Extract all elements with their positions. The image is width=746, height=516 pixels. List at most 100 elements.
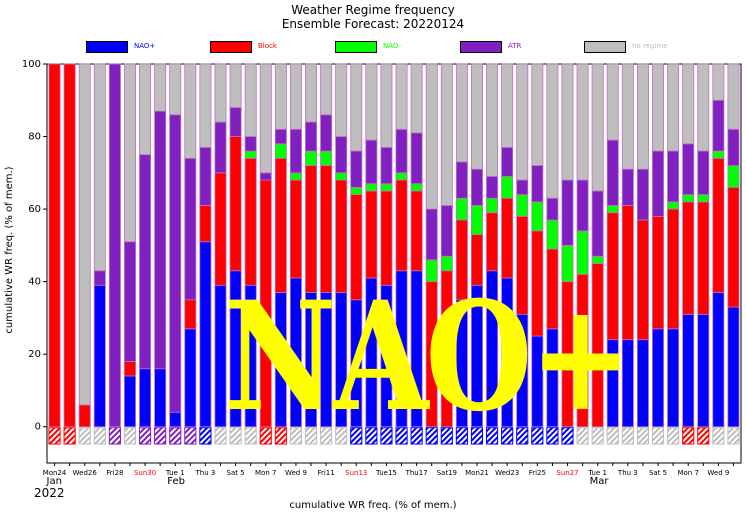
bar-segment-no-regime	[199, 63, 212, 148]
x-tick-label: Thu 3	[194, 469, 215, 477]
regime-indicator	[531, 427, 544, 445]
regime-indicator	[199, 427, 212, 445]
bar-segment-block	[727, 186, 740, 308]
overlay-regime-text: NAO+	[224, 269, 632, 445]
x-tick-label: Wed26	[73, 469, 98, 477]
bar-segment-block	[410, 190, 423, 272]
bar-segment-block	[395, 179, 408, 272]
month-label: Jan	[46, 476, 62, 487]
bar-segment-no-regime	[591, 63, 604, 192]
bar-segment-atr	[727, 128, 740, 166]
bar-segment-nao-	[139, 368, 152, 428]
bar-segment-nao-	[652, 328, 665, 428]
bar-segment-no-regime	[636, 63, 649, 170]
y-tick-label: 0	[35, 422, 41, 433]
bar-segment-no-regime	[470, 63, 483, 170]
bar-segment-no-regime	[682, 63, 695, 145]
bar-segment-no-regime	[365, 63, 378, 141]
bar-segment-atr	[486, 176, 499, 199]
bar-segment-block	[63, 63, 76, 428]
bar-segment-atr	[244, 136, 257, 152]
bar-segment-nao-	[365, 183, 378, 192]
regime-indicator	[501, 427, 514, 445]
bar-segment-atr	[139, 154, 152, 370]
regime-indicator	[48, 427, 61, 445]
regime-indicator	[320, 427, 333, 445]
bar-segment-atr	[305, 121, 318, 152]
x-tick-label: Wed23	[495, 469, 519, 477]
bar-segment-no-regime	[380, 63, 393, 148]
regime-indicator	[682, 427, 695, 445]
bar-segment-no-regime	[395, 63, 408, 130]
bar-segment-no-regime	[606, 63, 619, 141]
regime-indicator	[289, 427, 303, 445]
chart-subtitle: Ensemble Forecast: 20220124	[281, 17, 465, 31]
chart-title: Weather Regime frequency	[291, 3, 455, 17]
bar-segment-block	[184, 299, 197, 330]
bar-segment-nao-	[123, 375, 136, 428]
bar-segment-nao-	[244, 150, 257, 159]
regime-indicator	[485, 427, 499, 445]
bar-segment-atr	[667, 150, 680, 203]
bar-segment-no-regime	[244, 63, 257, 137]
x-tick-label: Thu17	[405, 469, 428, 477]
bar-segment-no-regime	[455, 63, 468, 163]
regime-indicator	[621, 427, 634, 445]
bar-segment-block	[123, 361, 136, 377]
regime-indicator	[123, 427, 137, 445]
x-tick-label: Sun13	[345, 469, 367, 477]
regime-indicator	[63, 427, 76, 445]
bar-segment-atr	[531, 165, 544, 203]
bar-segment-block	[667, 208, 680, 330]
bar-segment-atr	[606, 139, 619, 206]
plot-frame	[46, 63, 742, 464]
x-axis-label: cumulative WR freq. (% of mem.)	[289, 500, 457, 511]
bar-segment-nao-	[93, 284, 106, 428]
regime-indicator	[304, 427, 318, 445]
y-tick-label: 60	[28, 204, 41, 215]
bar-segment-no-regime	[486, 63, 499, 177]
bar-segment-no-regime	[410, 63, 423, 134]
bar-segment-atr	[440, 205, 453, 257]
regime-indicator	[727, 427, 740, 445]
bar-segment-no-regime	[214, 63, 227, 123]
bar-segment-no-regime	[320, 63, 333, 116]
legend-swatch	[460, 41, 502, 53]
bar-segment-atr	[455, 161, 468, 199]
bar-segment-nao-	[350, 186, 363, 195]
regime-indicator	[229, 427, 242, 445]
bar-segment-nao-	[395, 172, 408, 181]
bar-segment-nao-	[305, 150, 318, 166]
regime-indicator	[380, 427, 393, 445]
regime-indicator	[667, 427, 680, 445]
bar-segment-atr	[652, 150, 665, 217]
bar-segment-no-regime	[652, 63, 665, 152]
bar-segment-no-regime	[516, 63, 529, 181]
bar-segment-no-regime	[93, 63, 106, 272]
bar-segment-nao-	[410, 183, 423, 192]
regime-indicator	[516, 427, 529, 445]
bar-segment-no-regime	[78, 63, 91, 406]
bar-segment-atr	[289, 128, 302, 174]
bar-segment-nao-	[712, 150, 725, 159]
bar-segment-no-regime	[350, 63, 363, 152]
bar-segment-nao-	[546, 219, 559, 250]
legend-label: NAO-	[383, 42, 402, 50]
bar-segment-nao-	[154, 368, 167, 428]
bar-segment-atr	[169, 114, 182, 413]
bar-segment-atr	[154, 110, 167, 370]
bar-segment-atr	[501, 147, 514, 177]
regime-indicator	[651, 427, 665, 445]
bar-segment-no-regime	[697, 63, 710, 152]
regime-indicator	[561, 427, 574, 445]
bar-segment-nao-	[727, 306, 740, 428]
bar-segment-no-regime	[184, 63, 197, 159]
regime-indicator	[712, 427, 725, 445]
bar-segment-no-regime	[229, 63, 242, 108]
bar-segment-atr	[697, 150, 710, 195]
bar-segment-atr	[682, 143, 695, 195]
x-tick-label: Tue 1	[587, 469, 607, 477]
year-label: 2022	[34, 486, 65, 500]
bar-segment-no-regime	[335, 63, 348, 137]
